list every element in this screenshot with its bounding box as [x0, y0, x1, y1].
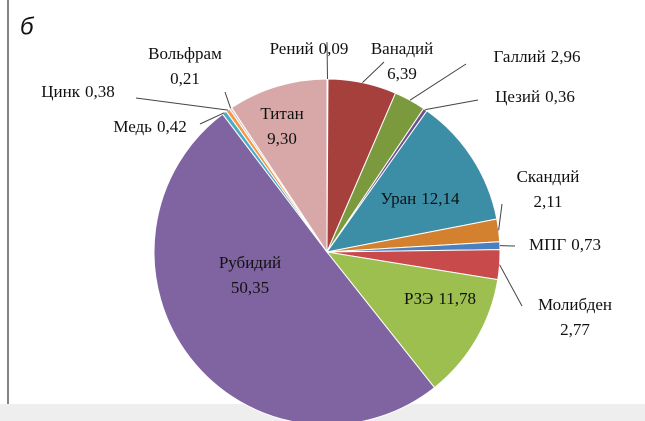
slice-label-name: Рений: [270, 39, 314, 58]
slice-label-name: Галлий: [493, 47, 545, 66]
leader-line: [362, 61, 385, 84]
slice-label: МПГ 0,73: [529, 235, 601, 254]
slice-label-name: Скандий: [517, 167, 580, 186]
leader-line: [135, 97, 229, 111]
slice-label-name: Рубидий: [219, 253, 281, 272]
pie-slice: [325, 110, 498, 253]
slice-label-name: Титан: [260, 104, 303, 123]
leader-line: [199, 112, 225, 125]
slice-label: РЗЭ 11,78: [404, 289, 476, 308]
labels: Рений 0,09 Ванадий 6,39 Галлий 2,96 Цезий 0,36 У…: [41, 39, 612, 339]
slice-label-value: 0,42: [157, 117, 187, 136]
leader-line: [409, 63, 467, 101]
slice-label-value: 12,14: [421, 189, 460, 208]
slice-label: Медь 0,42: [113, 117, 186, 136]
slice-label-value: 0,09: [319, 39, 349, 58]
slice-label-value: 2,96: [551, 47, 581, 66]
slice-label-name: РЗЭ: [404, 289, 433, 308]
slice-label-value: 0,73: [571, 235, 601, 254]
slice-label-name: Медь: [113, 117, 152, 136]
pie-slice: [325, 251, 499, 389]
slice-label-value: 50,35: [231, 278, 269, 297]
slice-label-value: 2,77: [560, 320, 590, 339]
slice-label-value: 0,36: [545, 87, 575, 106]
panel-label: б: [20, 13, 35, 40]
slice-label-name: Цезий: [495, 87, 540, 106]
slice-label: Рений 0,09: [270, 39, 349, 58]
slice-label: Галлий 2,96: [493, 47, 580, 66]
leader-line: [425, 99, 479, 111]
slice-label-name: МПГ: [529, 235, 566, 254]
slice-label-name: Ванадий: [371, 39, 433, 58]
slice-label-name: Молибден: [538, 295, 612, 314]
pie: [153, 78, 501, 421]
slice-label-value: 11,78: [438, 289, 476, 308]
leader-line: [499, 264, 523, 307]
slice-label-name: Цинк: [41, 82, 80, 101]
leader-line: [224, 91, 232, 109]
slice-label-value: 0,38: [85, 82, 115, 101]
slice-label-name: Уран: [381, 189, 417, 208]
slice-label-value: 0,21: [170, 69, 200, 88]
slice-label-value: 9,30: [267, 129, 297, 148]
slice-label: Цинк 0,38: [41, 82, 114, 101]
slice-label-value: 6,39: [387, 64, 417, 83]
slice-label-name: Вольфрам: [148, 44, 222, 63]
pie-slice: [230, 78, 328, 254]
slice-label: Уран 12,14: [381, 189, 460, 208]
slice-label: Цезий 0,36: [495, 87, 575, 106]
leader-line: [498, 203, 503, 231]
slice-label-value: 2,11: [533, 192, 562, 211]
